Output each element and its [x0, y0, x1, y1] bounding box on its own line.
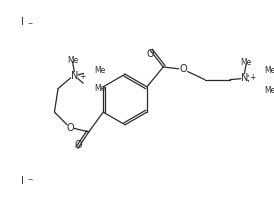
- Text: +: +: [79, 72, 85, 81]
- Text: Me: Me: [264, 86, 274, 95]
- Text: O: O: [147, 49, 154, 59]
- Text: −: −: [28, 20, 33, 25]
- Text: I: I: [21, 176, 24, 186]
- Text: Me: Me: [264, 66, 274, 75]
- Text: N: N: [71, 71, 78, 81]
- Text: Me: Me: [94, 66, 105, 75]
- Text: O: O: [74, 140, 82, 150]
- Text: O: O: [67, 123, 75, 133]
- Text: Me: Me: [94, 84, 105, 93]
- Text: O: O: [179, 64, 187, 74]
- Text: −: −: [28, 176, 33, 181]
- Text: I: I: [21, 17, 24, 27]
- Text: Me: Me: [67, 56, 78, 65]
- Text: +: +: [249, 73, 255, 82]
- Text: N: N: [241, 73, 248, 83]
- Text: Me: Me: [241, 58, 252, 67]
